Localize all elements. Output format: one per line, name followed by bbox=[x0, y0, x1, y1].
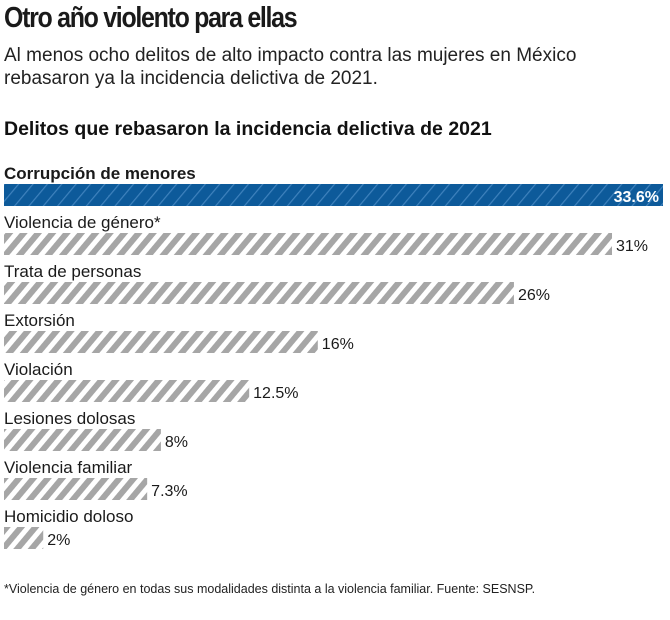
category-label: Violencia familiar bbox=[4, 458, 133, 477]
category-label: Homicidio doloso bbox=[4, 507, 133, 526]
bar bbox=[4, 429, 161, 451]
value-label: 26% bbox=[518, 287, 550, 304]
category-label: Violencia de género* bbox=[4, 213, 161, 232]
bar bbox=[4, 233, 613, 255]
value-label: 12.5% bbox=[253, 385, 298, 402]
value-label: 16% bbox=[322, 336, 354, 353]
bar bbox=[4, 282, 514, 304]
category-label: Extorsión bbox=[4, 311, 75, 330]
value-label: 31% bbox=[616, 238, 648, 255]
value-label: 7.3% bbox=[151, 483, 187, 500]
bar bbox=[4, 331, 318, 353]
value-label: 2% bbox=[47, 532, 70, 549]
category-label: Lesiones dolosas bbox=[4, 409, 135, 428]
page-title: Otro año violento para ellas bbox=[4, 2, 298, 34]
category-label: Corrupción de menores bbox=[4, 164, 196, 183]
value-label: 33.6% bbox=[614, 189, 659, 206]
value-label: 8% bbox=[165, 434, 188, 451]
bar bbox=[4, 527, 44, 549]
bar bbox=[4, 380, 250, 402]
chart-title: Delitos que rebasaron la incidencia deli… bbox=[4, 118, 492, 140]
category-label: Violación bbox=[4, 360, 73, 379]
bar bbox=[4, 478, 148, 500]
page-subtitle: Al menos ocho delitos de alto impacto co… bbox=[4, 45, 577, 89]
footnote: *Violencia de género en todas sus modali… bbox=[4, 582, 536, 596]
bar bbox=[4, 184, 663, 206]
category-label: Trata de personas bbox=[4, 262, 141, 281]
